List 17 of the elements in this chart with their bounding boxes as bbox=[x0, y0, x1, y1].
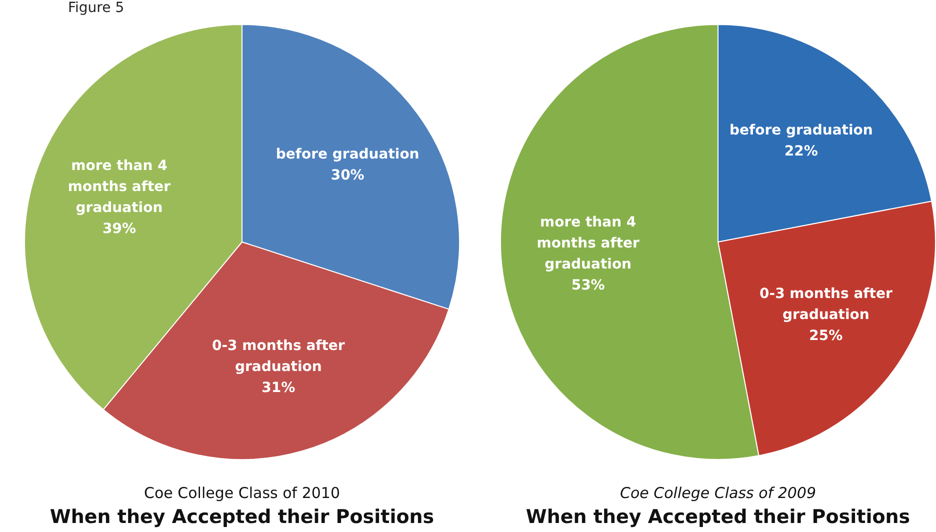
data-label: 31% bbox=[262, 380, 296, 396]
data-label: 30% bbox=[330, 167, 364, 184]
data-label: 39% bbox=[102, 220, 136, 237]
slice-label: more than 4 months after graduation bbox=[68, 158, 171, 216]
slice-label: more than 4 months after graduation bbox=[536, 214, 640, 272]
data-label: 53% bbox=[571, 277, 605, 294]
text: When they Accepted their Positions bbox=[524, 506, 912, 528]
slice-label: 0-3 months after graduation bbox=[212, 338, 345, 375]
slice-label: before graduation bbox=[276, 146, 420, 162]
caption: Figure 5 bbox=[68, 0, 124, 16]
slice-label: 0-3 months after graduation bbox=[760, 286, 892, 323]
slice-label: before graduation bbox=[729, 122, 873, 139]
text: Coe College Class of 2010 bbox=[142, 484, 341, 502]
data-label: 22% bbox=[784, 144, 818, 160]
data-label: 25% bbox=[809, 328, 843, 344]
text: Coe College Class of 2009 bbox=[618, 484, 817, 502]
text: When they Accepted their Positions bbox=[48, 506, 436, 528]
